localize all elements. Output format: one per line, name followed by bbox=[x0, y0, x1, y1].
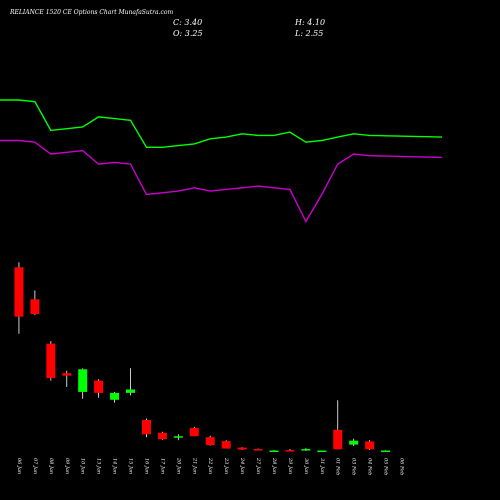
indicator-lines bbox=[0, 99, 443, 223]
candle bbox=[253, 448, 263, 451]
x-tick-label: 15 Jan bbox=[128, 458, 134, 474]
x-tick-label: 23 Jan bbox=[223, 457, 229, 474]
x-tick-label: 22 Jan bbox=[207, 457, 213, 474]
candle-body bbox=[349, 440, 359, 445]
candle bbox=[141, 418, 151, 438]
candle bbox=[301, 448, 311, 452]
candles bbox=[14, 262, 391, 453]
x-tick-label: 28 Jan bbox=[271, 457, 277, 474]
candle-body bbox=[269, 450, 279, 453]
candle-body bbox=[141, 419, 151, 435]
candle bbox=[173, 434, 183, 441]
candle-body bbox=[94, 380, 104, 393]
candle-body bbox=[365, 441, 375, 450]
candle bbox=[269, 450, 279, 453]
candle-body bbox=[205, 437, 215, 446]
candle-body bbox=[126, 389, 136, 393]
candle bbox=[189, 426, 199, 437]
candle-body bbox=[237, 447, 247, 450]
candle bbox=[349, 438, 359, 447]
candle-body bbox=[157, 432, 167, 440]
x-tick-label: 30 Jan bbox=[303, 458, 309, 474]
candle bbox=[317, 450, 327, 453]
candle bbox=[221, 440, 231, 449]
x-tick-label: 04 Feb bbox=[367, 458, 373, 475]
x-tick-label: 14 Jan bbox=[112, 458, 118, 474]
candle-body bbox=[14, 267, 24, 317]
x-tick-label: 08 Jan bbox=[48, 458, 54, 474]
x-tick-label: 05 Feb bbox=[383, 458, 389, 475]
indicator-line-1 bbox=[0, 99, 443, 149]
candle-body bbox=[333, 429, 343, 450]
x-tick-label: 13 Jan bbox=[96, 458, 102, 474]
candle bbox=[157, 431, 167, 440]
x-tick-label: 03 Feb bbox=[351, 458, 357, 475]
x-tick-label: 27 Jan bbox=[255, 457, 261, 474]
x-axis-labels: 06 Jan 07 Jan 08 Jan 09 Jan 10 Jan 13 Jan 14 J… bbox=[16, 457, 405, 475]
candle bbox=[333, 400, 343, 450]
x-tick-label: 10 Jan bbox=[80, 458, 86, 474]
candle bbox=[126, 368, 136, 396]
candle-body bbox=[30, 299, 40, 315]
x-tick-label: 17 Jan bbox=[159, 458, 165, 474]
x-tick-label: 21 Jan bbox=[191, 457, 197, 474]
x-tick-label: 09 Jan bbox=[64, 458, 70, 474]
x-tick-label: 07 Jan bbox=[32, 458, 38, 474]
candle bbox=[14, 262, 24, 334]
candle bbox=[30, 290, 40, 316]
candle-body bbox=[253, 449, 263, 451]
candle bbox=[205, 435, 215, 446]
x-tick-label: 16 Jan bbox=[143, 458, 149, 474]
indicator-line-2 bbox=[0, 139, 443, 223]
x-tick-label: 06 Feb bbox=[399, 458, 405, 475]
candle bbox=[365, 440, 375, 451]
x-tick-label: 20 Jan bbox=[175, 457, 181, 474]
candle-body bbox=[110, 392, 120, 400]
candle bbox=[381, 450, 391, 453]
candle bbox=[78, 368, 88, 399]
candle bbox=[237, 447, 247, 451]
candle bbox=[110, 391, 120, 403]
candle-body bbox=[381, 450, 391, 453]
x-tick-label: 29 Jan bbox=[287, 457, 293, 474]
candle-body bbox=[301, 449, 311, 451]
candle-body bbox=[62, 373, 72, 376]
candle-body bbox=[46, 343, 56, 379]
candle bbox=[285, 449, 295, 452]
low-readout: L: 2.55 bbox=[294, 29, 323, 38]
chart-title: RELIANCE 1520 CE Options Chart MunafaSut… bbox=[9, 9, 173, 16]
candle-body bbox=[221, 441, 231, 449]
candle bbox=[94, 379, 104, 398]
x-tick-label: 24 Jan bbox=[239, 457, 245, 474]
candle-body bbox=[317, 450, 327, 453]
x-tick-label: 01 Feb bbox=[335, 458, 341, 475]
candle-body bbox=[173, 436, 183, 438]
open-readout: O: 3.25 bbox=[173, 29, 203, 38]
candle-body bbox=[189, 427, 199, 437]
high-readout: H: 4.10 bbox=[294, 18, 325, 27]
candle-body bbox=[285, 450, 295, 452]
candle bbox=[46, 341, 56, 381]
candle bbox=[62, 370, 72, 387]
close-readout: C: 3.40 bbox=[173, 18, 202, 27]
candle-body bbox=[78, 369, 88, 392]
x-tick-label: 31 Jan bbox=[319, 458, 325, 474]
x-tick-label: 06 Jan bbox=[16, 458, 22, 474]
